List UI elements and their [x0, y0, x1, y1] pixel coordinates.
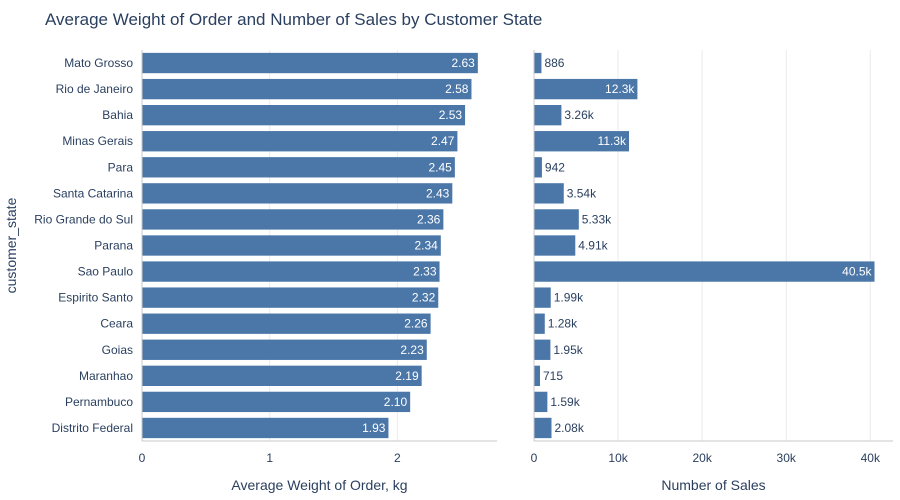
- y-axis-title: customer_state: [3, 197, 19, 293]
- y-category-label: Ceara: [100, 317, 133, 331]
- sales-bar-value-label: 4.91k: [578, 239, 608, 253]
- weight-bar[interactable]: [142, 287, 439, 308]
- y-category-label: Goias: [102, 343, 133, 357]
- weight-bar-value-label: 2.32: [412, 291, 436, 305]
- sales-bar-value-label: 12.3k: [605, 82, 635, 96]
- y-category-label: Rio de Janeiro: [56, 82, 134, 96]
- sales-bar[interactable]: [534, 157, 542, 178]
- weight-bar-value-label: 2.34: [414, 239, 438, 253]
- y-category-label: Para: [108, 160, 134, 174]
- sales-bar-value-label: 1.99k: [554, 291, 584, 305]
- weight-bar-value-label: 2.10: [384, 395, 408, 409]
- sales-bar[interactable]: [534, 339, 551, 360]
- weight-bar-value-label: 2.45: [429, 160, 453, 174]
- sales-bar[interactable]: [534, 78, 638, 100]
- sales-bar-value-label: 5.33k: [582, 212, 612, 226]
- y-category-label: Rio Grande do Sul: [34, 212, 133, 226]
- sales-bar[interactable]: [534, 209, 579, 230]
- sales-bar[interactable]: [534, 287, 551, 308]
- sales-bar[interactable]: [534, 417, 552, 439]
- weight-bar[interactable]: [142, 313, 431, 334]
- sales-bar-value-label: 886: [544, 56, 564, 70]
- weight-bar[interactable]: [142, 183, 453, 204]
- sales-bar-value-label: 11.3k: [598, 134, 627, 148]
- weight-panel: 0 1 2 2.63 Mato Grosso 2.58 Rio de Janeiro 2.53…: [3, 50, 497, 493]
- sales-x-tick-label: 30k: [777, 451, 797, 465]
- weight-bar-value-label: 1.93: [362, 421, 386, 435]
- sales-x-tick-label: 0: [531, 451, 538, 465]
- sales-bar-value-label: 1.59k: [550, 395, 580, 409]
- sales-bar[interactable]: [534, 261, 875, 282]
- weight-bar-value-label: 2.26: [404, 317, 428, 331]
- y-category-label: Pernambuco: [65, 395, 133, 409]
- weight-bar-value-label: 2.58: [445, 82, 469, 96]
- sales-bar[interactable]: [534, 391, 548, 413]
- weight-bar[interactable]: [142, 78, 472, 100]
- sales-x-tick-label: 40k: [861, 451, 881, 465]
- sales-bar[interactable]: [534, 235, 576, 256]
- weight-bar[interactable]: [142, 209, 444, 230]
- weight-x-axis-title: Average Weight of Order, kg: [231, 477, 407, 493]
- y-category-label: Mato Grosso: [64, 56, 133, 70]
- weight-bar[interactable]: [142, 52, 478, 74]
- sales-bar[interactable]: [534, 313, 545, 334]
- sales-bar-value-label: 3.26k: [564, 108, 594, 122]
- weight-bar[interactable]: [142, 105, 466, 126]
- weight-bar-value-label: 2.53: [439, 108, 463, 122]
- y-category-label: Santa Catarina: [53, 186, 133, 200]
- y-category-label: Maranhao: [79, 369, 133, 383]
- y-category-label: Distrito Federal: [52, 421, 133, 435]
- sales-x-tick-label: 20k: [692, 451, 712, 465]
- sales-x-tick-label: 10k: [608, 451, 628, 465]
- weight-bar-value-label: 2.33: [413, 265, 437, 279]
- weight-bar-value-label: 2.19: [395, 369, 419, 383]
- sales-bar-value-label: 942: [545, 160, 565, 174]
- y-category-label: Minas Gerais: [62, 134, 133, 148]
- sales-bar-value-label: 1.28k: [548, 317, 578, 331]
- weight-bar-value-label: 2.43: [426, 186, 450, 200]
- weight-bar[interactable]: [142, 157, 455, 178]
- sales-bar-value-label: 3.54k: [567, 186, 597, 200]
- weight-x-tick-label: 1: [266, 451, 273, 465]
- sales-bar[interactable]: [534, 183, 564, 204]
- weight-bar[interactable]: [142, 261, 440, 282]
- weight-x-tick-label: 0: [139, 451, 146, 465]
- weight-bar[interactable]: [142, 391, 411, 413]
- weight-bar[interactable]: [142, 235, 441, 256]
- sales-bar-value-label: 40.5k: [842, 265, 872, 279]
- y-category-label: Parana: [94, 239, 133, 253]
- sales-bar[interactable]: [534, 105, 562, 126]
- sales-bar-value-label: 2.08k: [554, 421, 584, 435]
- sales-x-axis-title: Number of Sales: [661, 477, 765, 493]
- sales-bar-value-label: 715: [543, 369, 563, 383]
- weight-bar-value-label: 2.63: [451, 56, 475, 70]
- weight-bar[interactable]: [142, 365, 422, 386]
- weight-x-tick-label: 2: [394, 451, 401, 465]
- y-category-label: Espirito Santo: [58, 291, 133, 305]
- weight-bar-value-label: 2.36: [417, 212, 441, 226]
- sales-bar[interactable]: [534, 365, 541, 386]
- sales-bar[interactable]: [534, 131, 630, 152]
- weight-bar[interactable]: [142, 131, 458, 152]
- sales-bar-value-label: 1.95k: [553, 343, 583, 357]
- y-category-label: Sao Paulo: [78, 265, 134, 279]
- weight-bar-value-label: 2.23: [400, 343, 424, 357]
- weight-bar[interactable]: [142, 339, 427, 360]
- y-category-label: Bahia: [102, 108, 133, 122]
- weight-bar[interactable]: [142, 417, 389, 439]
- sales-bar[interactable]: [534, 52, 542, 74]
- weight-bar-value-label: 2.47: [431, 134, 455, 148]
- chart-title: Average Weight of Order and Number of Sa…: [45, 10, 542, 29]
